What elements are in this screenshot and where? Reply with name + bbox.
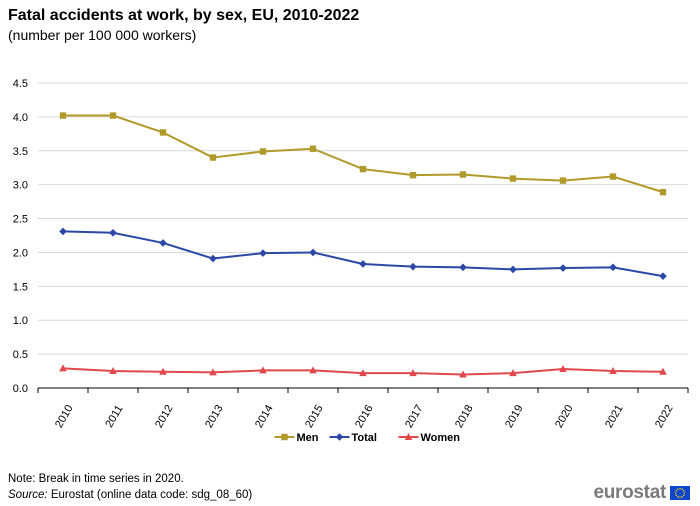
data-point-total (659, 272, 667, 280)
legend-marker-women (404, 433, 413, 440)
x-tick-label: 2021 (603, 403, 626, 430)
data-point-total (159, 239, 167, 247)
series-line-total (62, 230, 664, 278)
data-point-women (659, 367, 667, 375)
x-tick-label: 2019 (503, 403, 526, 430)
data-point-men (309, 145, 317, 152)
data-point-women (259, 366, 267, 374)
chart-note: Note: Break in time series in 2020. (8, 473, 184, 485)
data-point-women (359, 369, 367, 377)
source-text: Eurostat (online data code: sdg_08_60) (47, 489, 253, 501)
line-chart: 0.0 0.5 1.0 1.5 2.0 2.5 3.0 3.5 4.0 4.5 2010 2011 20… (13, 78, 689, 444)
data-point-men (509, 175, 517, 182)
x-tick-label: 2020 (553, 403, 576, 430)
gridlines (38, 82, 688, 355)
chart-source: Source: Eurostat (online data code: sdg_… (8, 489, 252, 501)
data-point-women (209, 368, 217, 376)
legend-label-women: Women (421, 432, 461, 444)
x-tick-label: 2012 (153, 403, 176, 430)
data-point-total (359, 260, 367, 268)
legend-item-men: Men (274, 432, 319, 444)
y-tick-label: 1.5 (13, 281, 28, 293)
legend-label-men: Men (297, 432, 319, 444)
y-tick-label: 0.0 (13, 383, 28, 395)
data-point-total (609, 263, 617, 272)
data-point-women (459, 370, 467, 378)
y-tick-label: 2.5 (13, 214, 28, 226)
x-tick-label: 2010 (53, 403, 76, 430)
y-tick-label: 3.5 (13, 146, 28, 158)
data-point-women (409, 369, 417, 377)
y-tick-label: 0.5 (13, 349, 28, 361)
y-tick-label: 4.5 (13, 78, 28, 90)
data-point-men (259, 148, 267, 155)
data-point-total (509, 265, 517, 274)
data-point-men (109, 112, 117, 119)
legend-label-total: Total (352, 432, 377, 444)
legend: Men Total Women (274, 432, 461, 444)
data-point-men (459, 171, 467, 178)
data-point-men (559, 177, 567, 184)
data-point-men (209, 154, 217, 161)
chart-title: Fatal accidents at work, by sex, EU, 201… (8, 7, 360, 24)
data-point-total (309, 248, 317, 257)
data-point-women (109, 367, 117, 375)
legend-item-total: Total (329, 432, 377, 444)
x-tick-label: 2018 (453, 403, 476, 430)
eurostat-logo: eurostat (593, 482, 690, 504)
data-point-women (509, 369, 517, 377)
data-point-men (359, 165, 367, 173)
data-point-men (159, 129, 167, 136)
eu-flag-icon (670, 486, 690, 500)
x-tick-label: 2014 (253, 403, 276, 430)
data-point-women (559, 365, 567, 373)
y-tick-label: 2.0 (13, 247, 28, 259)
series-lines (59, 112, 667, 378)
axes: 0.0 0.5 1.0 1.5 2.0 2.5 3.0 3.5 4.0 4.5 2010 2011 20… (13, 78, 689, 430)
data-point-women (159, 367, 167, 375)
data-point-women (309, 366, 317, 374)
data-point-women (59, 364, 67, 372)
y-tick-label: 4.0 (13, 112, 28, 124)
data-point-total (559, 264, 567, 272)
data-point-men (659, 188, 667, 196)
data-point-total (409, 262, 417, 271)
y-tick-label: 1.0 (13, 315, 28, 327)
source-label: Source: (8, 489, 48, 501)
x-tick-label: 2016 (353, 403, 376, 430)
data-point-men (409, 171, 417, 179)
eurostat-logo-text: eurostat (593, 482, 666, 503)
y-tick-label: 3.0 (13, 180, 28, 192)
data-point-total (259, 249, 267, 257)
x-tick-label: 2022 (653, 403, 676, 430)
series-line-men (63, 114, 664, 194)
data-point-total (59, 227, 67, 236)
legend-marker-men (281, 433, 288, 441)
x-tick-label: 2015 (303, 403, 326, 430)
data-point-men (59, 112, 67, 119)
data-point-men (609, 173, 617, 180)
x-tick-label: 2011 (103, 403, 125, 429)
data-point-total (459, 263, 467, 272)
chart-subtitle: (number per 100 000 workers) (8, 27, 197, 43)
legend-marker-total (335, 433, 344, 441)
x-tick-label: 2013 (203, 403, 226, 430)
x-tick-label: 2017 (403, 403, 426, 430)
data-point-total (209, 254, 217, 263)
legend-item-women: Women (398, 432, 461, 444)
data-point-total (109, 228, 117, 237)
data-point-women (609, 367, 617, 375)
